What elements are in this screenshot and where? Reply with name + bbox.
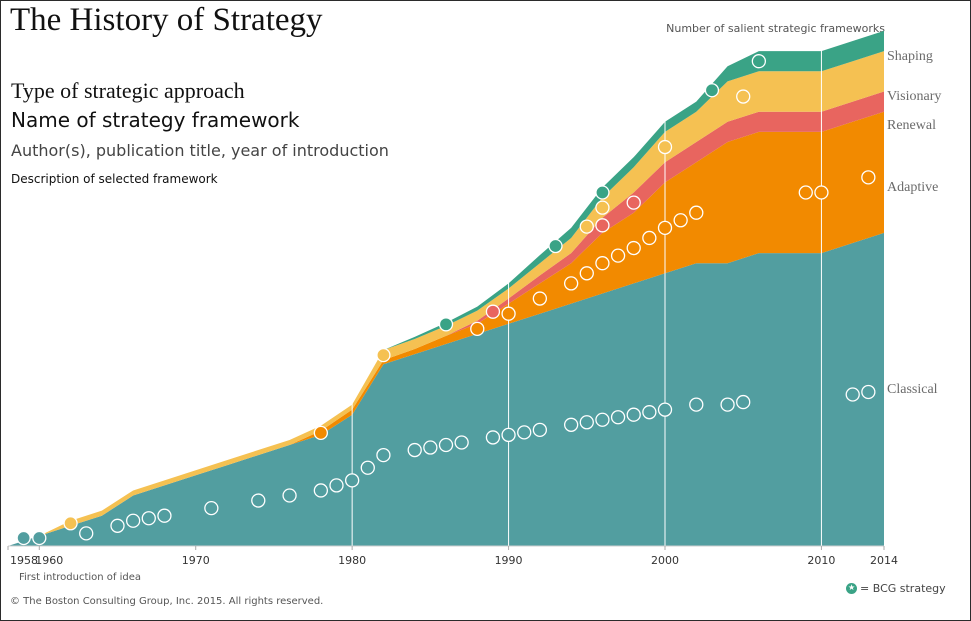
framework-marker[interactable]	[141, 511, 156, 526]
legend-description: Description of selected framework	[11, 172, 218, 186]
framework-marker[interactable]	[626, 407, 641, 422]
framework-marker[interactable]	[282, 488, 297, 503]
area-classical	[8, 232, 884, 546]
framework-marker[interactable]	[626, 240, 641, 256]
page-title: The History of Strategy	[10, 2, 323, 38]
framework-marker[interactable]	[689, 397, 704, 412]
framework-marker[interactable]	[485, 430, 501, 445]
framework-marker[interactable]	[438, 317, 454, 332]
framework-marker[interactable]	[595, 218, 610, 233]
x-tick-label: 1980	[338, 554, 366, 567]
framework-marker[interactable]	[579, 266, 594, 281]
series-label-classical: Classical	[887, 382, 938, 397]
bcg-legend-text: = BCG strategy	[860, 582, 946, 595]
framework-marker[interactable]	[423, 440, 438, 455]
x-tick-label: 2010	[807, 554, 835, 567]
copyright-text: © The Boston Consulting Group, Inc. 2015…	[10, 596, 324, 607]
framework-marker[interactable]	[579, 415, 594, 430]
series-label-visionary: Visionary	[887, 89, 941, 104]
framework-marker[interactable]	[704, 83, 720, 98]
count-label: Number of salient strategic frameworks	[666, 22, 885, 35]
framework-marker[interactable]	[485, 304, 501, 319]
x-tick-label: 1960	[35, 554, 63, 567]
framework-marker[interactable]	[798, 185, 813, 200]
framework-marker[interactable]	[626, 195, 641, 210]
framework-marker[interactable]	[407, 442, 422, 458]
x-tick-label: 2000	[651, 554, 679, 567]
legend-framework-name: Name of strategy framework	[11, 108, 300, 132]
framework-marker[interactable]	[595, 185, 610, 200]
series-label-adaptive: Adaptive	[887, 180, 938, 195]
framework-marker[interactable]	[16, 530, 31, 546]
framework-marker[interactable]	[657, 220, 673, 236]
framework-marker[interactable]	[125, 513, 141, 528]
framework-marker[interactable]	[517, 425, 532, 440]
framework-marker[interactable]	[579, 219, 594, 234]
framework-marker[interactable]	[454, 435, 469, 450]
framework-marker[interactable]	[329, 478, 344, 493]
legend-approach-type: Type of strategic approach	[11, 78, 245, 103]
legend-author-line: Author(s), publication title, year of in…	[11, 141, 389, 160]
framework-marker[interactable]	[720, 397, 735, 412]
x-tick-label: 2014	[870, 554, 898, 567]
framework-marker[interactable]	[157, 508, 172, 523]
framework-markers	[16, 54, 876, 546]
area-layers	[8, 30, 884, 546]
framework-marker[interactable]	[861, 384, 876, 400]
framework-marker[interactable]	[360, 460, 375, 475]
framework-marker[interactable]	[673, 213, 688, 228]
framework-marker[interactable]	[313, 425, 329, 441]
framework-marker[interactable]	[79, 526, 94, 541]
framework-marker[interactable]	[251, 493, 266, 508]
framework-marker[interactable]	[204, 500, 219, 516]
x-tick-label: 1990	[495, 554, 523, 567]
framework-marker[interactable]	[595, 412, 610, 427]
x-tick-label: 1970	[182, 554, 210, 567]
framework-marker[interactable]	[313, 483, 329, 498]
star-icon	[846, 583, 857, 594]
framework-marker[interactable]	[110, 518, 125, 533]
framework-marker[interactable]	[438, 437, 454, 453]
framework-marker[interactable]	[595, 256, 610, 271]
area-visionary	[8, 51, 884, 546]
series-label-shaping: Shaping	[887, 49, 933, 64]
framework-marker[interactable]	[501, 427, 516, 443]
framework-marker[interactable]	[532, 422, 548, 438]
framework-marker[interactable]	[595, 200, 610, 215]
framework-marker[interactable]	[642, 230, 657, 246]
bcg-legend: = BCG strategy	[846, 582, 946, 595]
framework-marker[interactable]	[751, 54, 767, 69]
framework-marker[interactable]	[376, 347, 391, 363]
framework-marker[interactable]	[610, 410, 626, 425]
framework-marker[interactable]	[845, 387, 860, 402]
framework-marker[interactable]	[563, 417, 579, 432]
framework-marker[interactable]	[610, 248, 626, 263]
framework-marker[interactable]	[501, 306, 516, 321]
framework-marker[interactable]	[470, 321, 485, 337]
framework-marker[interactable]	[376, 447, 391, 463]
framework-marker[interactable]	[657, 139, 673, 155]
framework-marker[interactable]	[861, 170, 876, 185]
framework-marker[interactable]	[689, 205, 704, 220]
series-label-renewal: Renewal	[887, 118, 936, 133]
framework-marker[interactable]	[63, 516, 78, 531]
framework-marker[interactable]	[657, 402, 673, 417]
framework-marker[interactable]	[736, 89, 751, 104]
framework-marker[interactable]	[32, 530, 47, 546]
framework-marker[interactable]	[642, 405, 657, 420]
framework-marker[interactable]	[344, 473, 360, 488]
x-tick-label: 1958	[10, 554, 38, 567]
framework-marker[interactable]	[814, 185, 829, 200]
framework-marker[interactable]	[548, 238, 563, 254]
first-introduction-label: First introduction of idea	[19, 572, 142, 583]
framework-marker[interactable]	[563, 276, 579, 291]
framework-marker[interactable]	[532, 291, 548, 306]
framework-marker[interactable]	[736, 394, 751, 410]
series-labels: Classical Adaptive Renewal Visionary Shaping	[887, 49, 941, 397]
